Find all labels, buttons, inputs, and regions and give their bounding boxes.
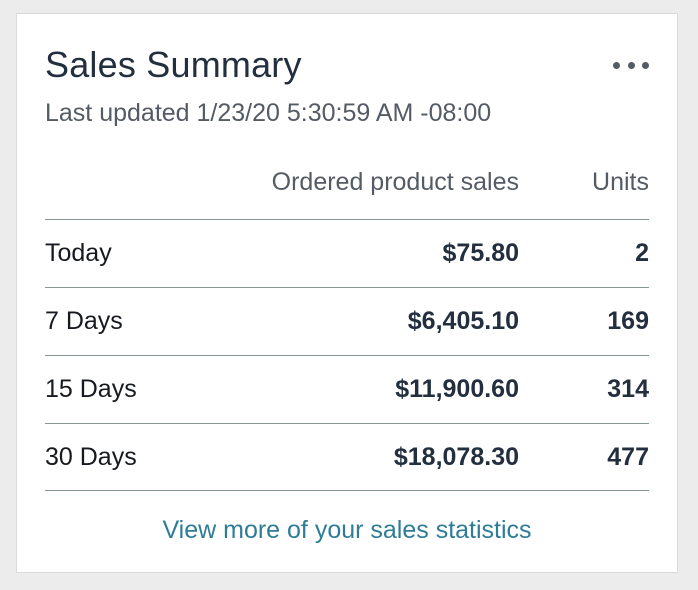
card-title: Sales Summary (45, 44, 302, 85)
sales-summary-card: Sales Summary Last updated 1/23/20 5:30:… (16, 13, 678, 573)
column-header-sales: Ordered product sales (271, 168, 519, 196)
sales-cell: $6,405.10 (407, 307, 519, 335)
table-header-row: Ordered product sales Units (45, 164, 649, 219)
period-cell: 15 Days (45, 375, 137, 403)
period-cell: 30 Days (45, 442, 137, 471)
sales-table: Ordered product sales Units Today $75.80… (45, 164, 649, 491)
table-row: 30 Days $18,078.30 477 (45, 423, 649, 491)
table-row: Today $75.80 2 (45, 219, 649, 287)
units-cell: 314 (607, 375, 649, 403)
period-cell: 7 Days (45, 307, 123, 335)
units-cell: 2 (635, 239, 649, 267)
table-row: 7 Days $6,405.10 169 (45, 287, 649, 355)
menu-dot (627, 61, 635, 69)
menu-dot (642, 61, 649, 69)
view-more-sales-link[interactable]: View more of your sales statistics (162, 516, 532, 544)
sales-cell: $11,900.60 (395, 375, 519, 403)
menu-dot (613, 61, 620, 69)
units-cell: 169 (607, 307, 649, 335)
table-row: 15 Days $11,900.60 314 (45, 355, 649, 423)
sales-cell: $18,078.30 (393, 442, 519, 471)
column-header-units: Units (592, 168, 649, 196)
last-updated-text: Last updated 1/23/20 5:30:59 AM -08:00 (45, 99, 492, 127)
period-cell: Today (45, 239, 112, 267)
units-cell: 477 (607, 442, 649, 471)
sales-cell: $75.80 (442, 239, 519, 267)
more-options-icon[interactable] (613, 58, 649, 72)
